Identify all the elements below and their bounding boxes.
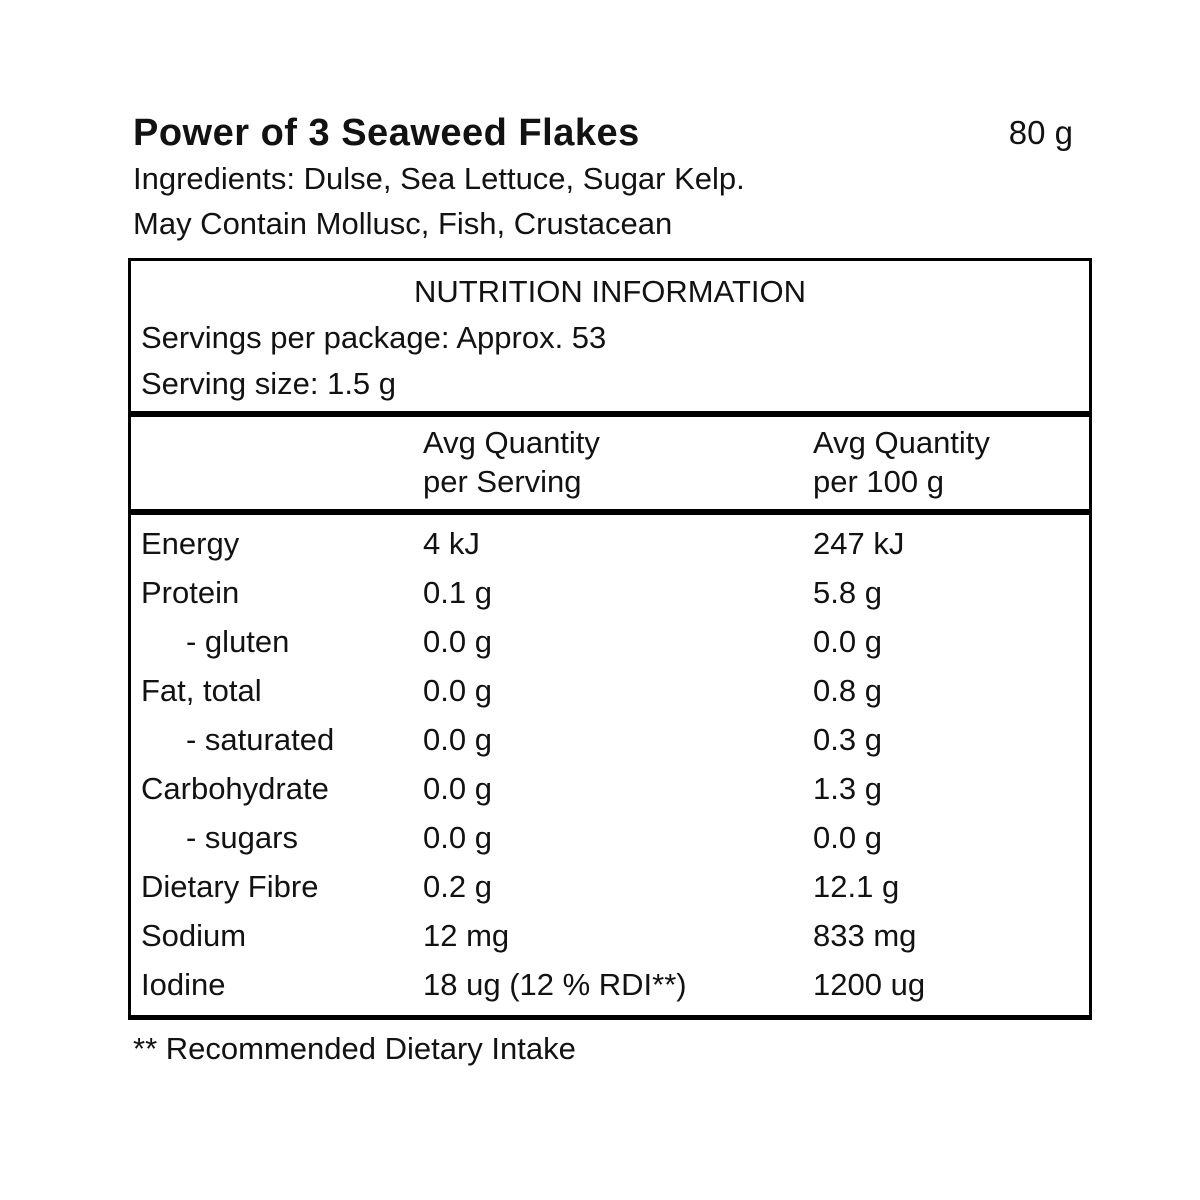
column-header-row: Avg Quantity per Serving Avg Quantity pe… [131, 417, 1089, 509]
product-title: Power of 3 Seaweed Flakes [133, 112, 640, 154]
servings-per-package: Servings per package: Approx. 53 [141, 320, 607, 355]
label-header: Power of 3 Seaweed Flakes 80 g Ingredien… [133, 110, 1073, 246]
nutrient-name: - sugars [186, 820, 298, 855]
nutrient-name: - gluten [186, 624, 290, 659]
nutrient-name: Dietary Fibre [141, 869, 319, 904]
table-intro-section: NUTRITION INFORMATION Servings per packa… [131, 261, 1089, 411]
table-row-fat-total: Fat, total 0.0 g 0.8 g [141, 666, 1089, 715]
table-row-dietary-fibre: Dietary Fibre 0.2 g 12.1 g [141, 862, 1089, 911]
column-header-nutrient [141, 423, 423, 501]
value-per-serving: 0.0 g [423, 673, 492, 708]
table-row-iodine: Iodine 18 ug (12 % RDI**) 1200 ug [141, 960, 1089, 1009]
value-per-serving: 0.0 g [423, 722, 492, 757]
value-per-serving: 12 mg [423, 918, 510, 953]
nutrient-name: Sodium [141, 918, 247, 953]
value-per-100g: 0.8 g [813, 673, 882, 708]
value-per-serving: 0.0 g [423, 820, 492, 855]
table-row-sodium: Sodium 12 mg 833 mg [141, 911, 1089, 960]
column-header-per-serving: Avg Quantity per Serving [423, 425, 600, 499]
value-per-100g: 0.0 g [813, 820, 882, 855]
value-per-100g: 247 kJ [813, 526, 905, 561]
serving-size: Serving size: 1.5 g [141, 366, 397, 401]
value-per-100g: 5.8 g [813, 575, 882, 610]
title-row: Power of 3 Seaweed Flakes 80 g [133, 110, 1073, 156]
value-per-serving: 4 kJ [423, 526, 480, 561]
nutrition-table-title: NUTRITION INFORMATION [413, 274, 807, 309]
ingredients-line: Ingredients: Dulse, Sea Lettuce, Sugar K… [133, 161, 745, 196]
section-divider-bottom [131, 509, 1089, 515]
value-per-100g: 12.1 g [813, 869, 900, 904]
nutrient-name: Protein [141, 575, 240, 610]
value-per-serving: 0.0 g [423, 771, 492, 806]
nutrient-name: Fat, total [141, 673, 262, 708]
table-row-sugars: - sugars 0.0 g 0.0 g [141, 813, 1089, 862]
value-per-serving: 0.2 g [423, 869, 492, 904]
value-per-100g: 0.0 g [813, 624, 882, 659]
value-per-100g: 1.3 g [813, 771, 882, 806]
allergen-line: May Contain Mollusc, Fish, Crustacean [133, 206, 673, 241]
net-weight: 80 g [1008, 114, 1073, 151]
value-per-serving: 0.0 g [423, 624, 492, 659]
nutrient-rows-section: Energy 4 kJ 247 kJ Protein 0.1 g 5.8 g -… [131, 515, 1089, 1015]
nutrient-name: Iodine [141, 967, 226, 1002]
table-row-carbohydrate: Carbohydrate 0.0 g 1.3 g [141, 764, 1089, 813]
column-header-per-100g: Avg Quantity per 100 g [813, 425, 990, 499]
value-per-serving: 18 ug (12 % RDI**) [423, 967, 687, 1002]
table-row-gluten: - gluten 0.0 g 0.0 g [141, 617, 1089, 666]
table-row-energy: Energy 4 kJ 247 kJ [141, 519, 1089, 568]
value-per-serving: 0.1 g [423, 575, 492, 610]
nutrient-name: Energy [141, 526, 240, 561]
nutrition-table: NUTRITION INFORMATION Servings per packa… [128, 258, 1092, 1020]
table-row-protein: Protein 0.1 g 5.8 g [141, 568, 1089, 617]
value-per-100g: 833 mg [813, 918, 917, 953]
nutrient-name: Carbohydrate [141, 771, 329, 806]
value-per-100g: 0.3 g [813, 722, 882, 757]
nutrient-name: - saturated [186, 722, 335, 757]
table-row-saturated: - saturated 0.0 g 0.3 g [141, 715, 1089, 764]
rdi-footnote: ** Recommended Dietary Intake [133, 1031, 576, 1066]
section-divider-top [131, 411, 1089, 417]
value-per-100g: 1200 ug [813, 967, 926, 1002]
